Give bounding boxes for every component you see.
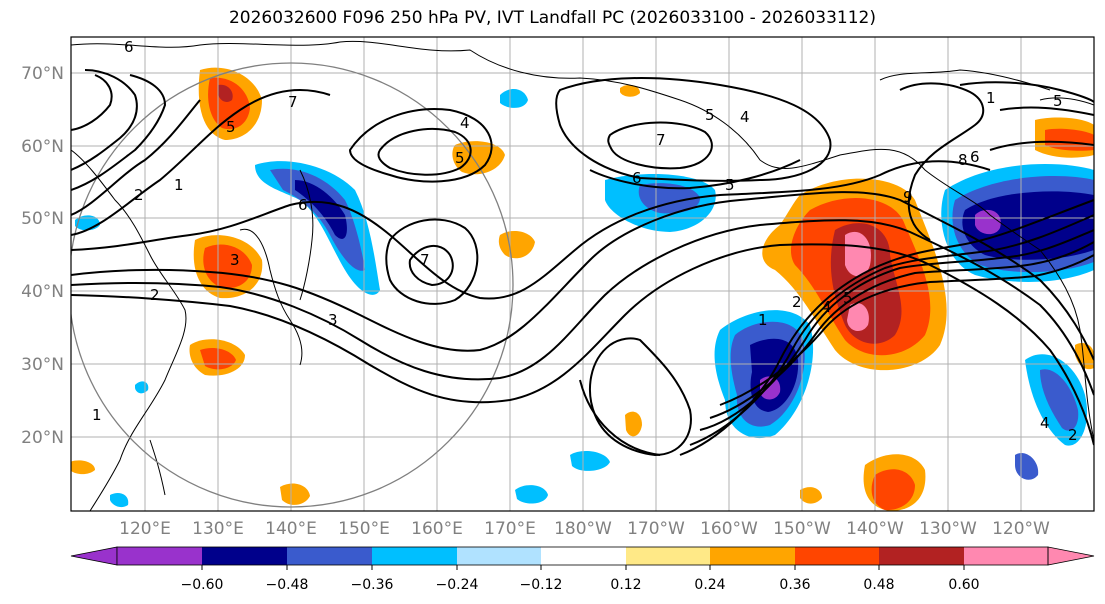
lon-tick-label: 140°W <box>846 519 904 539</box>
lon-tick-label: 130°W <box>919 519 977 539</box>
contour-label: 3 <box>328 311 338 329</box>
colorbar-segment <box>879 547 964 565</box>
colorbar-tick-label: 0.24 <box>694 577 725 593</box>
pv-contours <box>71 69 1094 457</box>
contour-label: 7 <box>420 251 430 269</box>
colorbar-tick-label: −0.60 <box>181 577 224 593</box>
lon-tick-label: 120°W <box>992 519 1050 539</box>
colorbar-tick-label: −0.48 <box>266 577 309 593</box>
lat-tick-label: 20°N <box>21 428 64 448</box>
lat-tick-label: 60°N <box>21 137 64 157</box>
latitude-labels: 70°N 60°N 50°N 40°N 30°N 20°N <box>21 64 64 448</box>
contour-label: 1 <box>174 176 184 194</box>
lon-tick-label: 150°W <box>773 519 831 539</box>
contour-label: 7 <box>288 93 298 111</box>
contour-label: 2 <box>150 286 160 304</box>
contour-label: 4 <box>1040 414 1050 432</box>
lat-tick-label: 30°N <box>21 355 64 375</box>
lon-tick-label: 130°E <box>192 519 244 539</box>
lon-tick-label: 170°W <box>627 519 685 539</box>
map-frame <box>70 36 1095 512</box>
contour-label: 1 <box>986 89 996 107</box>
lat-tick-label: 70°N <box>21 64 64 84</box>
colorbar-segment <box>541 547 626 565</box>
colorbar-segment <box>117 547 202 565</box>
colorbar-tick-label: 0.12 <box>610 577 641 593</box>
colorbar-segment <box>626 547 710 565</box>
colorbar-extend-low <box>70 546 118 566</box>
contour-label: 5 <box>843 289 853 307</box>
colorbar-extend-high <box>1047 546 1095 566</box>
contour-label: 2 <box>134 186 144 204</box>
colorbar-tick-label: −0.36 <box>351 577 394 593</box>
contour-label: 3 <box>230 251 240 269</box>
colorbar-tick-label: −0.12 <box>520 577 563 593</box>
contour-label: 4 <box>460 114 470 132</box>
colorbar: −0.60 −0.48 −0.36 −0.24 −0.12 0.12 0.24 … <box>70 546 1095 593</box>
colorbar-segment <box>964 547 1048 565</box>
colorbar-segment <box>202 547 287 565</box>
longitude-labels: 120°E 130°E 140°E 150°E 160°E 170°E 180°… <box>119 519 1050 539</box>
lon-tick-label: 170°E <box>484 519 536 539</box>
colorbar-segment <box>710 547 795 565</box>
contour-label: 5 <box>226 118 236 136</box>
contour-label: 5 <box>1053 92 1063 110</box>
contour-label: 5 <box>705 106 715 124</box>
contour-label: 9 <box>903 188 913 206</box>
colorbar-segment <box>457 547 541 565</box>
contour-label: 2 <box>792 293 802 311</box>
contour-label: 5 <box>725 176 735 194</box>
colorbar-segment <box>372 547 457 565</box>
lon-tick-label: 160°W <box>700 519 758 539</box>
contour-label: 8 <box>958 151 968 169</box>
colorbar-tick-label: −0.24 <box>436 577 479 593</box>
colorbar-segment <box>795 547 879 565</box>
contour-label: 1 <box>92 406 102 424</box>
colorbar-tick-label: 0.60 <box>948 577 979 593</box>
lon-tick-label: 150°E <box>338 519 390 539</box>
lon-tick-label: 140°E <box>265 519 317 539</box>
contour-label: 4 <box>740 108 750 126</box>
lat-tick-label: 40°N <box>21 282 64 302</box>
contour-label: 5 <box>455 149 465 167</box>
contour-label: 6 <box>632 169 642 187</box>
contour-label: 7 <box>656 131 666 149</box>
contour-label: 4 <box>822 298 832 316</box>
lon-tick-label: 120°E <box>119 519 171 539</box>
lat-tick-label: 50°N <box>21 209 64 229</box>
colorbar-tick-label: 0.36 <box>779 577 810 593</box>
lon-tick-label: 180°W <box>554 519 612 539</box>
range-circle <box>71 62 514 508</box>
contour-label: 6 <box>970 148 980 166</box>
contour-label: 6 <box>124 38 134 56</box>
contour-label: 1 <box>758 311 768 329</box>
colorbar-segment <box>287 547 372 565</box>
chart-title: 2026032600 F096 250 hPa PV, IVT Landfall… <box>228 8 876 28</box>
lon-tick-label: 160°E <box>411 519 463 539</box>
contour-label: 6 <box>298 196 308 214</box>
colorbar-tick-label: 0.48 <box>863 577 894 593</box>
contour-label: 2 <box>1068 426 1078 444</box>
